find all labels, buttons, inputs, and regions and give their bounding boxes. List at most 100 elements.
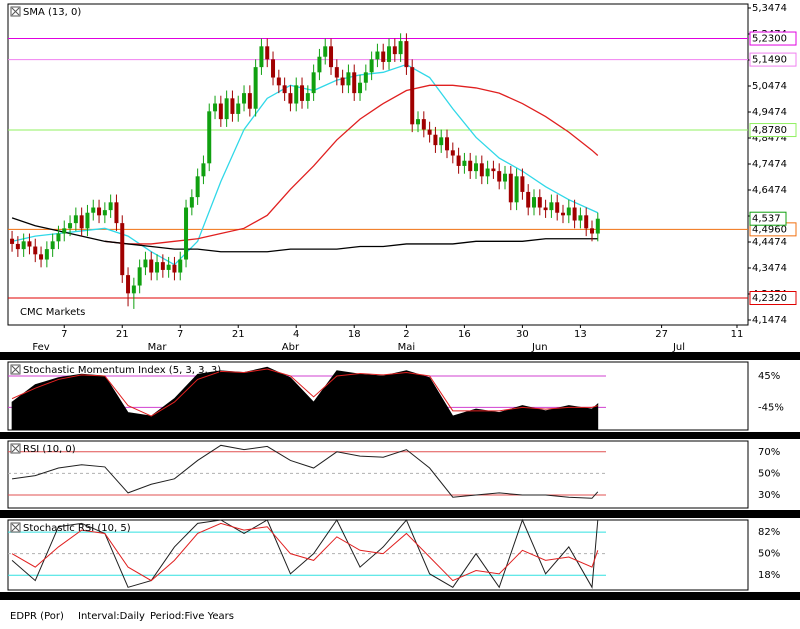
y-tick-label: 70% — [758, 447, 780, 458]
candle-body — [33, 246, 38, 255]
line — [11, 368, 598, 417]
candle-body — [474, 163, 479, 172]
footer-interval: Interval:Daily — [78, 611, 145, 622]
level-tag — [749, 123, 797, 138]
level-tag-label: 5,2300 — [752, 34, 787, 45]
candle-body — [427, 129, 432, 135]
month-label: Mar — [148, 342, 168, 353]
candle-body — [462, 160, 467, 166]
candle-body — [369, 59, 374, 73]
y-tick-label: 50% — [758, 468, 780, 479]
separator — [0, 592, 800, 600]
candle-body — [97, 207, 102, 216]
separator — [0, 352, 800, 360]
x-tick-label: 7 — [177, 329, 183, 340]
candle-body — [433, 134, 438, 146]
x-tick-label: 16 — [458, 329, 471, 340]
candle-body — [305, 93, 310, 101]
candle-body — [253, 67, 258, 109]
candle-body — [56, 233, 61, 242]
y-tick-label: 4,3474 — [752, 263, 787, 274]
level-tag-label: 5,1490 — [752, 55, 787, 66]
line — [11, 217, 598, 253]
line — [11, 522, 599, 582]
x-tick-label: 27 — [655, 329, 668, 340]
candle-body — [468, 160, 473, 172]
candle-body — [50, 241, 55, 250]
candle-body — [555, 202, 560, 213]
month-label: Abr — [282, 342, 300, 353]
x-tick-label: 11 — [731, 329, 744, 340]
level-tag — [749, 52, 797, 67]
candle-body — [311, 72, 316, 94]
legend-icon-x — [11, 7, 20, 16]
candle-body — [85, 212, 90, 229]
candle-body — [218, 103, 223, 120]
marks: 5,34745,24745,14745,04744,94744,84744,74… — [8, 3, 797, 589]
candle-body — [526, 191, 531, 208]
panel-title: RSI (10, 0) — [23, 444, 76, 455]
month-label: Jul — [672, 342, 685, 353]
y-tick-label: 18% — [758, 570, 780, 581]
month-label: Jun — [531, 342, 548, 353]
candle-body — [543, 207, 548, 211]
candle-body — [294, 85, 299, 104]
candle-body — [184, 207, 189, 260]
candle-body — [300, 85, 305, 101]
candle-body — [578, 215, 583, 221]
candle-body — [39, 254, 44, 260]
candle-body — [537, 197, 542, 208]
candle-body — [589, 228, 594, 234]
candle-body — [410, 67, 415, 125]
candle-body — [73, 215, 78, 224]
candle-body — [21, 241, 26, 250]
candle-body — [561, 212, 565, 216]
y-tick-label: 4,4474 — [752, 237, 787, 248]
candle-body — [265, 46, 270, 60]
level-tag-label: 4,4960 — [752, 224, 787, 235]
x-tick-label: 7 — [61, 329, 67, 340]
candle-body — [532, 197, 537, 208]
x-tick-label: 30 — [516, 329, 529, 340]
candle-body — [456, 155, 461, 166]
candle-body — [508, 173, 513, 203]
candle-body — [497, 171, 502, 182]
candle-body — [114, 202, 119, 224]
candle-body — [282, 85, 287, 94]
candle-body — [416, 119, 421, 125]
last-tag-label: 4,537 — [752, 214, 781, 225]
candle-body — [131, 285, 136, 294]
candle-body — [230, 98, 235, 114]
candle-body — [143, 259, 148, 268]
level-tag — [749, 291, 797, 306]
candle-body — [201, 163, 206, 177]
candle-body — [358, 82, 363, 94]
candle-body — [491, 168, 496, 172]
x-tick-label: 13 — [574, 329, 587, 340]
footer-period: Period:Five Years — [150, 611, 234, 622]
candle-body — [242, 93, 247, 104]
candle-body — [213, 103, 218, 112]
candle-body — [584, 215, 589, 229]
candle-body — [126, 275, 131, 294]
candle-body — [445, 137, 450, 151]
x-tick-label: 21 — [232, 329, 245, 340]
y-tick-label: 4,7474 — [752, 159, 787, 170]
candle-body — [160, 262, 165, 270]
source: CMC Markets — [20, 307, 85, 318]
month-label: Mai — [398, 342, 416, 353]
candle-body — [10, 238, 15, 244]
candle-body — [329, 46, 334, 68]
candle-body — [120, 223, 125, 276]
panel-icon-x — [11, 444, 20, 453]
candle-body — [259, 46, 264, 68]
candle-body — [288, 93, 293, 104]
candle-body — [520, 176, 525, 192]
candle-body — [102, 210, 107, 216]
candle-body — [439, 137, 444, 146]
candle-body — [155, 262, 160, 273]
candle-body — [503, 173, 508, 182]
panel-icon-x — [11, 365, 20, 374]
candle-body — [404, 41, 409, 68]
candle-body — [514, 176, 519, 203]
